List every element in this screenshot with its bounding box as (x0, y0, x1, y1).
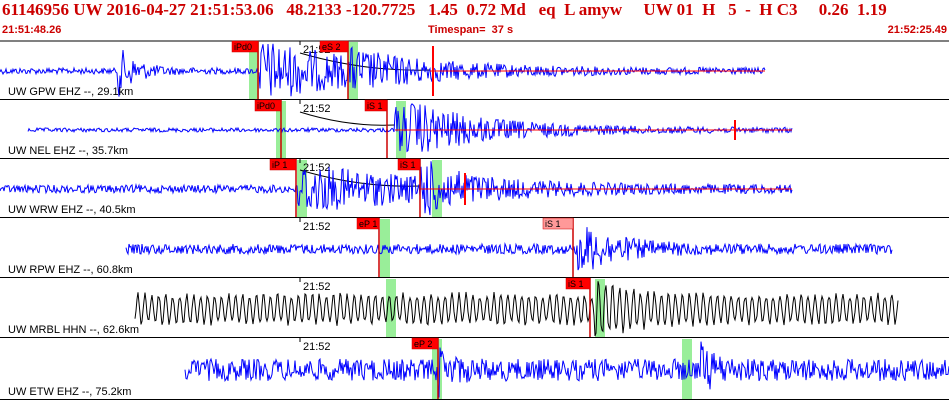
pick-label: eP 1 (359, 219, 377, 229)
pick-label: iS 1 (545, 219, 561, 229)
minute-tick-label: 21:52 (303, 221, 331, 233)
timespan-label: Timespan= 37 s (428, 24, 514, 36)
pick-marker[interactable] (254, 99, 282, 112)
pick-marker[interactable] (269, 158, 297, 171)
trace-panel[interactable]: 21:52 eP 1 iS 1 UW RPW EHZ --, 60.8km (0, 217, 949, 278)
station-label: UW GPW EHZ --, 29.1km (8, 86, 133, 98)
event-header: 61146956 UW 2016-04-27 21:51:53.06 48.21… (0, 0, 949, 36)
station-label: UW MRBL HHN --, 62.6km (8, 324, 139, 336)
pick-marker[interactable] (319, 40, 349, 53)
station-label: UW ETW EHZ --, 75.2km (8, 386, 131, 398)
waveform-trace (134, 281, 899, 337)
waveform-trace (0, 161, 793, 216)
trace-panel[interactable]: 21:52 iPd0 iS 1 UW NEL EHZ --, 35.7km (0, 99, 949, 159)
station-label: UW NEL EHZ --, 35.7km (8, 145, 128, 157)
pick-marker[interactable] (411, 337, 439, 350)
pick-label: eS 2 (322, 42, 341, 52)
minute-tick-label: 21:52 (303, 162, 331, 174)
minute-tick-label: 21:52 (303, 281, 331, 293)
pick-marker[interactable] (565, 277, 591, 290)
station-label: UW WRW EHZ --, 40.5km (8, 204, 136, 216)
trace-panel[interactable]: 21:52 iP 1 iS 1 UW WRW EHZ --, 40.5km (0, 158, 949, 218)
pick-marker[interactable] (397, 158, 421, 171)
pick-label: iPd0 (234, 42, 252, 52)
pick-label: iS 1 (400, 160, 416, 170)
pick-marker[interactable] (542, 217, 574, 230)
trace-panel[interactable]: 21:52 iS 1 UW MRBL HHN --, 62.6km (0, 277, 949, 338)
pick-window (249, 42, 259, 99)
arrival-curve (299, 111, 396, 126)
pick-marker[interactable] (364, 99, 388, 112)
event-summary-line: 61146956 UW 2016-04-27 21:51:53.06 48.21… (2, 0, 887, 19)
pick-label: iPd0 (257, 101, 275, 111)
waveform-trace (184, 341, 949, 398)
pick-window (682, 339, 692, 399)
minute-tick-label: 21:52 (303, 341, 331, 353)
minute-tick-label: 21:52 (303, 103, 331, 115)
station-label: UW RPW EHZ --, 60.8km (8, 264, 133, 276)
start-time-label: 21:51:48.26 (2, 24, 62, 36)
pick-label: iS 1 (568, 279, 584, 289)
pick-marker[interactable] (231, 40, 259, 53)
trace-panel[interactable]: 21:52 eP 2 UW ETW EHZ --, 75.2km (0, 337, 949, 400)
pick-label: eP 2 (414, 339, 432, 349)
pick-label: iP 1 (272, 160, 287, 170)
end-time-label: 21:52:25.49 (887, 24, 947, 36)
waveform-trace (125, 227, 893, 271)
pick-marker[interactable] (356, 217, 380, 230)
pick-label: iS 1 (367, 101, 383, 111)
pick-window (380, 219, 390, 277)
waveform-trace (27, 103, 793, 153)
